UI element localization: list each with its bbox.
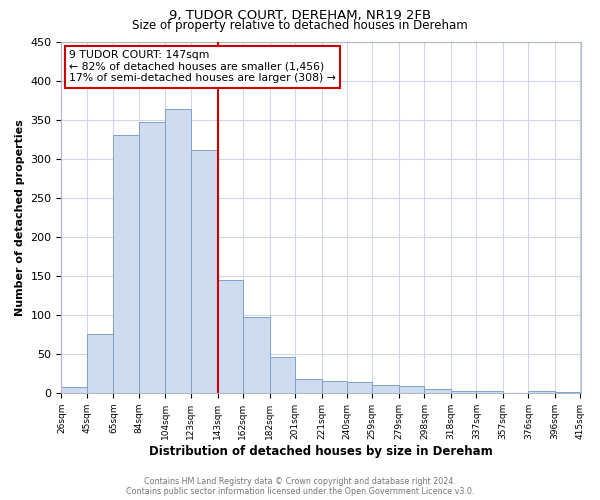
Bar: [243, 317, 269, 393]
Bar: [139, 122, 166, 393]
Bar: [322, 381, 347, 393]
Bar: [218, 280, 243, 393]
Bar: [166, 110, 191, 393]
Text: Size of property relative to detached houses in Dereham: Size of property relative to detached ho…: [132, 19, 468, 32]
Bar: [347, 382, 373, 393]
Bar: [61, 388, 87, 393]
Text: 9, TUDOR COURT, DEREHAM, NR19 2FB: 9, TUDOR COURT, DEREHAM, NR19 2FB: [169, 9, 431, 22]
Bar: [476, 392, 503, 393]
Bar: [87, 334, 113, 393]
X-axis label: Distribution of detached houses by size in Dereham: Distribution of detached houses by size …: [149, 444, 493, 458]
Bar: [373, 385, 399, 393]
Bar: [399, 386, 424, 393]
Bar: [424, 389, 451, 393]
Bar: [529, 392, 555, 393]
Text: 9 TUDOR COURT: 147sqm
← 82% of detached houses are smaller (1,456)
17% of semi-d: 9 TUDOR COURT: 147sqm ← 82% of detached …: [69, 50, 336, 84]
Bar: [555, 392, 581, 393]
Bar: [269, 357, 295, 393]
Y-axis label: Number of detached properties: Number of detached properties: [15, 119, 25, 316]
Bar: [295, 379, 322, 393]
Bar: [451, 390, 476, 393]
Bar: [113, 135, 139, 393]
Text: Contains HM Land Registry data © Crown copyright and database right 2024.
Contai: Contains HM Land Registry data © Crown c…: [126, 476, 474, 496]
Bar: [191, 150, 218, 393]
